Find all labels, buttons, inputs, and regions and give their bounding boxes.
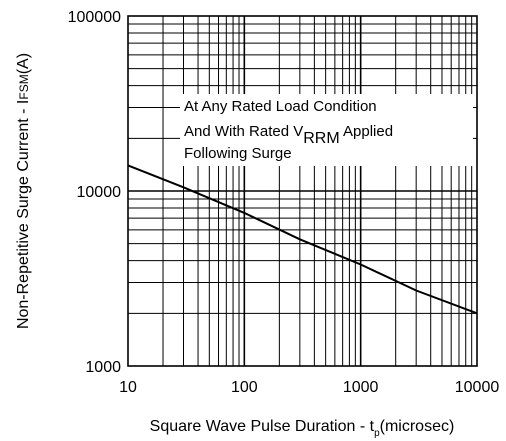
annotation-line-2-suffix: Applied — [340, 123, 393, 140]
grid-lines — [128, 16, 477, 366]
x-axis-label: Square Wave Pulse Duration - tp(microsec… — [150, 418, 455, 439]
y-tick-labels: 1000 10000 100000 — [68, 9, 121, 376]
x-axis-label-suffix: (microsec) — [380, 418, 455, 435]
y-axis-label-subscript: FSM — [17, 74, 31, 99]
annotation: At Any Rated Load Condition And With Rat… — [180, 94, 473, 166]
y-axis-label-suffix: (A) — [15, 53, 32, 74]
x-tick-label: 10000 — [455, 379, 500, 396]
annotation-line-2-prefix: And With Rated V — [184, 123, 303, 140]
x-tick-label: 100 — [231, 379, 258, 396]
annotation-line-1: At Any Rated Load Condition — [184, 98, 377, 115]
series-line — [127, 164, 478, 315]
x-tick-labels: 10 100 1000 10000 — [119, 379, 499, 396]
x-tick-label: 10 — [119, 379, 137, 396]
y-tick-label: 10000 — [77, 184, 122, 201]
annotation-line-2: And With Rated VRRM Applied — [184, 123, 393, 147]
y-tick-label: 1000 — [85, 359, 121, 376]
plot-frame — [127, 15, 478, 367]
x-axis-label-main: Square Wave Pulse Duration - t — [150, 418, 375, 435]
annotation-line-2-subscript: RRM — [303, 130, 339, 147]
x-tick-label: 1000 — [343, 379, 379, 396]
y-tick-label: 100000 — [68, 9, 121, 26]
y-axis-label: Non-Repetitive Surge Current - IFSM(A) — [15, 53, 32, 329]
x-axis-label-subscript: p — [374, 428, 380, 439]
annotation-box — [180, 94, 473, 166]
y-axis-label-main: Non-Repetitive Surge Current - I — [15, 100, 32, 329]
annotation-line-3: Following Surge — [184, 145, 292, 162]
